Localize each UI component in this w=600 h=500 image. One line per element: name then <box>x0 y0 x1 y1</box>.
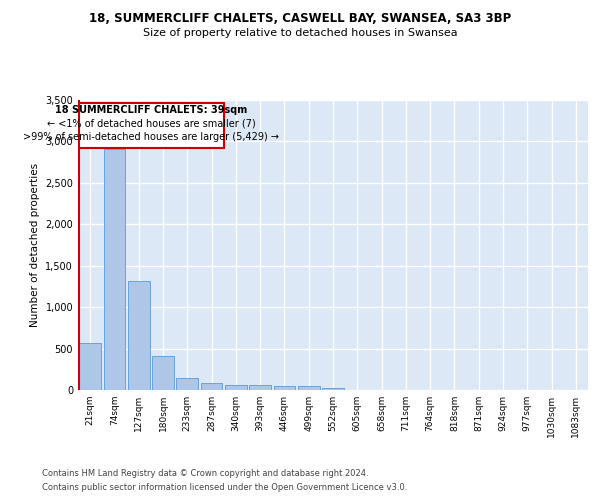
Bar <box>128 282 149 390</box>
Text: Size of property relative to detached houses in Swansea: Size of property relative to detached ho… <box>143 28 457 38</box>
Bar <box>322 388 344 390</box>
Bar <box>225 385 247 390</box>
FancyBboxPatch shape <box>79 104 224 148</box>
Text: Contains public sector information licensed under the Open Government Licence v3: Contains public sector information licen… <box>42 484 407 492</box>
Bar <box>104 149 125 390</box>
Text: >99% of semi-detached houses are larger (5,429) →: >99% of semi-detached houses are larger … <box>23 132 280 142</box>
Bar <box>152 356 174 390</box>
Bar <box>274 386 295 390</box>
Text: ← <1% of detached houses are smaller (7): ← <1% of detached houses are smaller (7) <box>47 118 256 128</box>
Text: 18, SUMMERCLIFF CHALETS, CASWELL BAY, SWANSEA, SA3 3BP: 18, SUMMERCLIFF CHALETS, CASWELL BAY, SW… <box>89 12 511 26</box>
Text: 18 SUMMERCLIFF CHALETS: 39sqm: 18 SUMMERCLIFF CHALETS: 39sqm <box>55 105 248 115</box>
Bar <box>298 386 320 390</box>
Y-axis label: Number of detached properties: Number of detached properties <box>30 163 40 327</box>
Text: Contains HM Land Registry data © Crown copyright and database right 2024.: Contains HM Land Registry data © Crown c… <box>42 468 368 477</box>
Bar <box>249 386 271 390</box>
Bar <box>200 384 223 390</box>
Bar <box>176 378 198 390</box>
Bar <box>79 343 101 390</box>
